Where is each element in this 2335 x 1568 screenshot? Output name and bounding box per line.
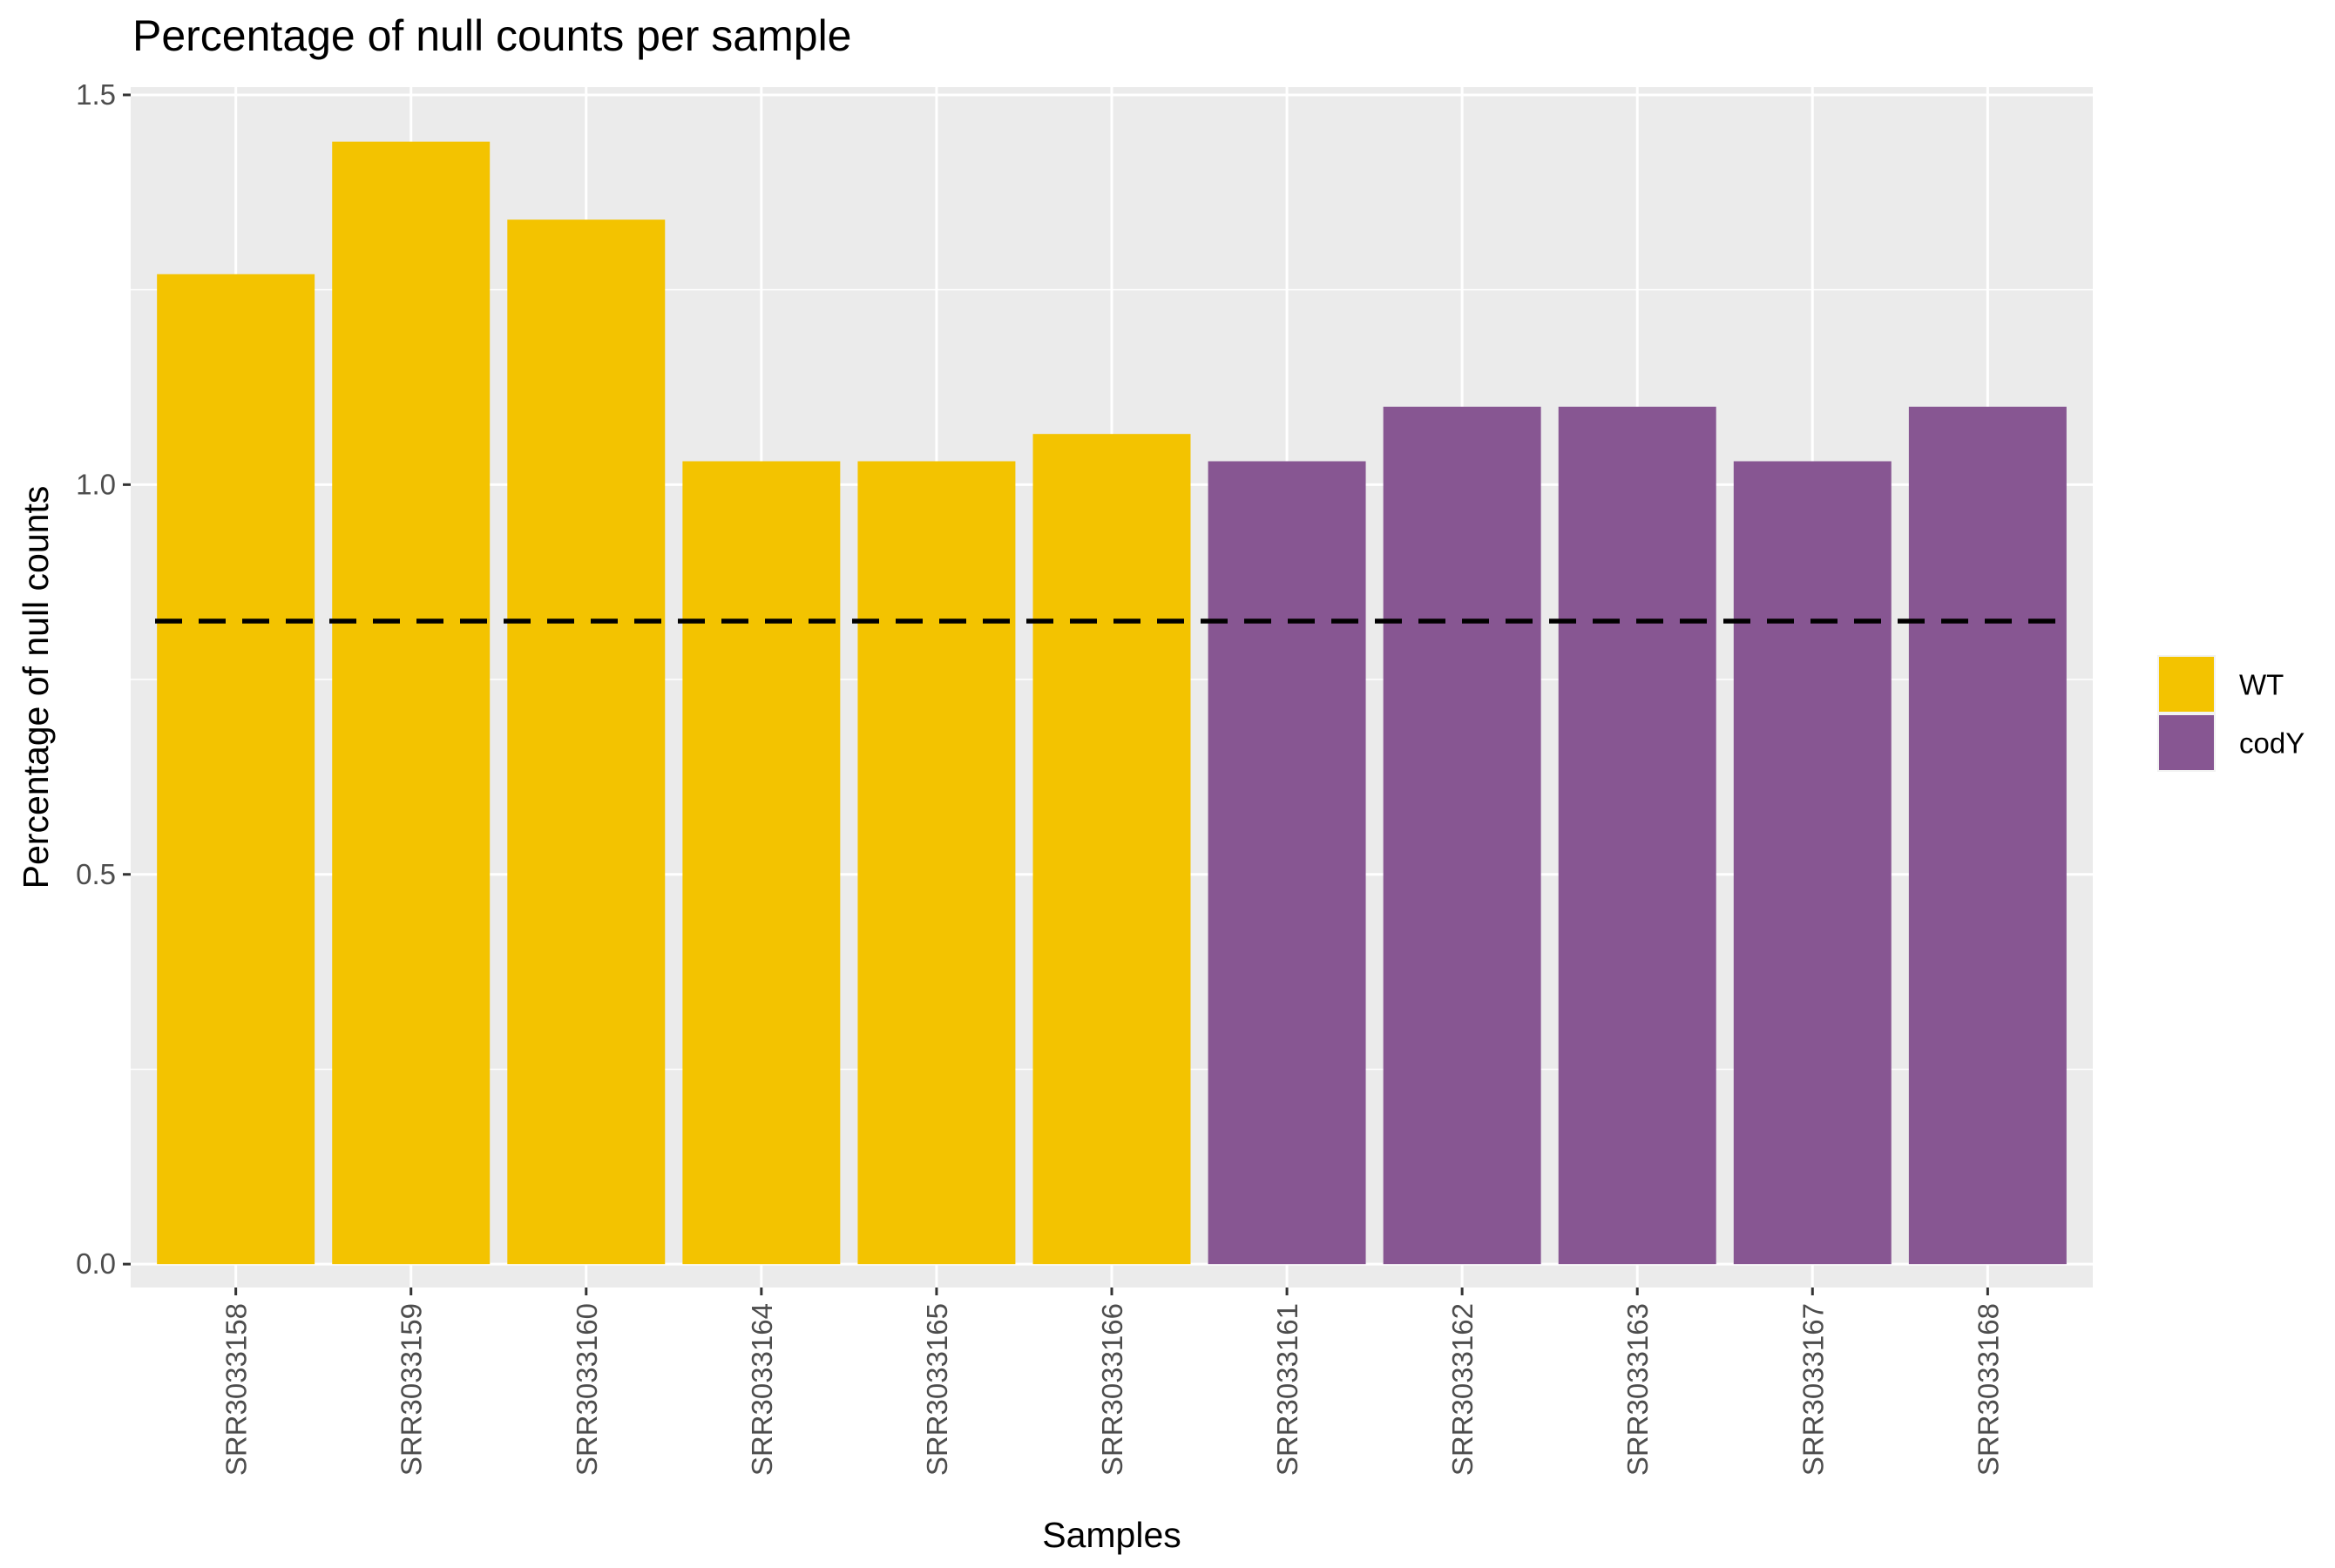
x-tick-label: SRR3033162 xyxy=(1446,1303,1479,1476)
legend: WT codY xyxy=(2157,655,2305,772)
legend-swatch-codY xyxy=(2159,715,2214,770)
bar-SRR3033160 xyxy=(507,220,666,1265)
bar-SRR3033162 xyxy=(1383,406,1541,1265)
x-tick-label: SRR3033166 xyxy=(1096,1303,1128,1476)
bar-SRR3033164 xyxy=(682,461,841,1265)
bar-SRR3033159 xyxy=(332,141,491,1265)
x-tick-label: SRR3033159 xyxy=(396,1303,428,1476)
x-tick-label: SRR3033164 xyxy=(746,1303,778,1476)
bar-SRR3033167 xyxy=(1733,461,1892,1265)
bar-SRR3033165 xyxy=(857,461,1016,1265)
x-axis: SRR3033158 SRR3033159 SRR3033160 SRR3033164… xyxy=(220,1288,2004,1476)
x-tick-label: SRR3033167 xyxy=(1797,1303,1829,1476)
y-tick-label: 0.0 xyxy=(76,1247,116,1280)
x-tick-label: SRR3033160 xyxy=(571,1303,603,1476)
y-tick-label: 1.5 xyxy=(76,78,116,111)
legend-swatch-WT xyxy=(2159,657,2214,712)
y-axis: 0.0 0.5 1.0 1.5 xyxy=(76,78,131,1280)
x-tick-label: SRR3033168 xyxy=(1972,1303,2004,1476)
x-tick-label: SRR3033158 xyxy=(220,1303,253,1476)
x-tick-label: SRR3033163 xyxy=(1621,1303,1654,1476)
chart-title: Percentage of null counts per sample xyxy=(132,11,852,60)
bars xyxy=(157,141,2067,1265)
y-axis-title: Percentage of null counts xyxy=(16,486,56,889)
x-tick-label: SRR3033165 xyxy=(921,1303,953,1476)
bar-SRR3033168 xyxy=(1908,406,2067,1265)
y-tick-label: 0.5 xyxy=(76,858,116,890)
bar-SRR3033158 xyxy=(157,274,315,1265)
x-axis-title: Samples xyxy=(1042,1515,1181,1555)
x-tick-label: SRR3033161 xyxy=(1271,1303,1303,1476)
legend-label-WT: WT xyxy=(2239,669,2284,701)
bar-SRR3033166 xyxy=(1032,434,1191,1265)
legend-label-codY: codY xyxy=(2239,727,2305,760)
bar-SRR3033161 xyxy=(1208,461,1366,1265)
bar-SRR3033163 xyxy=(1558,406,1716,1265)
y-tick-label: 1.0 xyxy=(76,468,116,500)
